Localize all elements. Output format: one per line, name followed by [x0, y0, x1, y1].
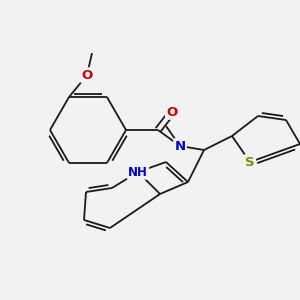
Text: S: S [245, 155, 255, 169]
Text: NH: NH [128, 166, 148, 178]
Text: N: N [174, 140, 186, 152]
Text: O: O [81, 69, 93, 82]
Text: O: O [167, 106, 178, 118]
